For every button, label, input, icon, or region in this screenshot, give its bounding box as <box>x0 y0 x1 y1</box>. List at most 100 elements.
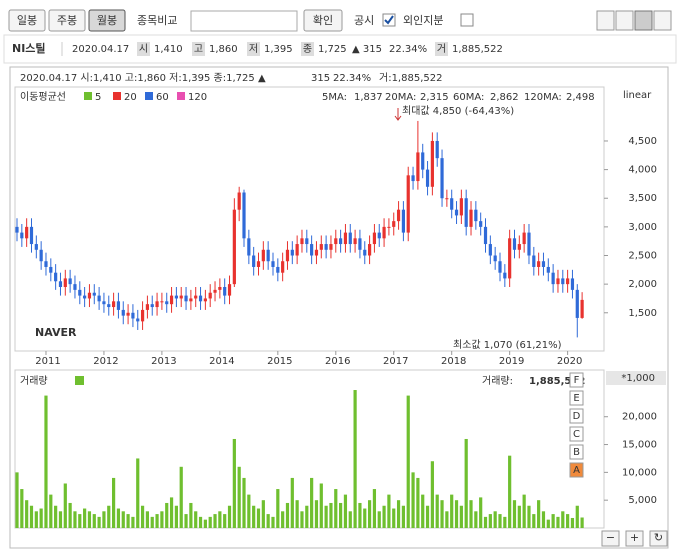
ma-name: 5 <box>95 92 101 103</box>
event-button[interactable] <box>569 390 584 406</box>
y-tick-label: 20,000 <box>622 412 657 423</box>
volume-bar <box>20 489 24 528</box>
volume-bar <box>421 494 425 528</box>
candle-body <box>290 249 294 256</box>
min-note: 최소값 1,070 (61,21%) <box>453 339 562 351</box>
volume-bar <box>372 489 377 528</box>
volume-bar <box>92 514 96 528</box>
candle-body <box>310 244 314 256</box>
volume-bar <box>112 477 116 528</box>
refresh[interactable] <box>649 530 668 547</box>
ma-name: 60 <box>156 92 169 103</box>
volume-bar <box>276 489 280 528</box>
zoom-in[interactable] <box>625 530 644 547</box>
volume-bar <box>430 461 434 528</box>
week-button[interactable] <box>48 9 86 32</box>
x-tick-label: 2016 <box>325 356 350 367</box>
candle-body <box>25 226 29 239</box>
tool-icon[interactable] <box>653 10 672 31</box>
candle-body <box>198 295 203 302</box>
volume-bar <box>570 517 575 528</box>
volume-bar <box>237 466 241 528</box>
event-button[interactable] <box>569 426 584 442</box>
candle-body <box>406 175 410 233</box>
ma-name: 20 <box>124 92 137 103</box>
icon-box <box>435 42 448 56</box>
candle-body <box>169 295 174 305</box>
ma-swatch <box>113 92 121 100</box>
volume-bar <box>508 455 512 528</box>
candle-body <box>271 261 275 267</box>
info-change: ▲ 315 <box>352 44 382 55</box>
volume-bar <box>406 395 410 528</box>
ma-value-label: 20MA: <box>385 92 416 103</box>
volume-bar <box>271 516 275 528</box>
day-button[interactable] <box>8 9 46 32</box>
candle-body <box>78 289 82 296</box>
candle-body <box>276 266 280 273</box>
candle-body <box>116 301 121 310</box>
candle-body <box>575 289 579 318</box>
event-button[interactable] <box>569 462 584 478</box>
candle-body <box>522 232 526 245</box>
volume-bar <box>189 502 193 528</box>
candle-body <box>208 292 212 299</box>
candle-body <box>44 261 48 267</box>
candle-body <box>83 295 87 299</box>
tool-icon[interactable] <box>596 10 615 31</box>
volume-bar <box>29 505 34 528</box>
ma-value: 2,862 <box>490 92 519 103</box>
volume-bar <box>155 514 159 528</box>
foreign-checkbox[interactable] <box>460 13 474 27</box>
compare-input[interactable] <box>190 10 298 32</box>
volume-bar <box>227 505 232 528</box>
ma-name: 120 <box>188 92 207 103</box>
max-arrow <box>394 108 402 121</box>
candle-body <box>285 249 290 262</box>
candle-body <box>454 209 459 216</box>
volume-bar <box>49 494 53 528</box>
y-tick-label: 3,000 <box>628 222 657 233</box>
tool-icon[interactable] <box>634 10 653 31</box>
icon-box <box>247 42 260 56</box>
event-button[interactable] <box>569 444 584 460</box>
candle-body <box>295 244 299 256</box>
candle-body <box>256 261 261 267</box>
candle-body <box>150 304 154 308</box>
volume-bar <box>377 511 381 528</box>
volume-bar <box>203 519 207 528</box>
event-button[interactable] <box>569 372 584 388</box>
ma-swatch <box>145 92 153 100</box>
volume-bar <box>474 511 478 528</box>
confirm-button[interactable] <box>303 9 343 32</box>
volume-bar <box>532 514 536 528</box>
candle-body <box>314 249 319 256</box>
tool-icon[interactable] <box>615 10 634 31</box>
candle-body <box>232 209 236 285</box>
week-label: 주봉 <box>57 14 77 27</box>
month-button[interactable] <box>88 9 126 32</box>
summary-pct: 22.34% <box>333 73 371 84</box>
volume-plot <box>14 369 605 529</box>
zoom-in-icon: + <box>630 531 639 544</box>
event-button[interactable] <box>569 408 584 424</box>
volume-bar <box>314 500 319 528</box>
volume-bar <box>445 511 449 528</box>
candle-body <box>392 221 396 227</box>
volume-bar <box>169 497 174 528</box>
volume-bar <box>261 500 265 528</box>
volume-bar <box>348 511 352 528</box>
x-tick-label: 2011 <box>35 356 60 367</box>
volume-bar <box>498 514 502 528</box>
zoom-out[interactable] <box>601 530 620 547</box>
volume-value: 1,885,522 <box>529 376 585 387</box>
info-date: 2020.04.17 <box>72 44 129 55</box>
volume-bar <box>194 511 198 528</box>
volume-bar <box>44 395 48 528</box>
open-icon: 시 <box>139 43 148 55</box>
candle-body <box>464 198 468 227</box>
x-tick-label: 2012 <box>93 356 118 367</box>
volume-bar <box>561 511 565 528</box>
volume-bar <box>551 514 555 528</box>
refresh-icon: ↻ <box>654 531 663 544</box>
